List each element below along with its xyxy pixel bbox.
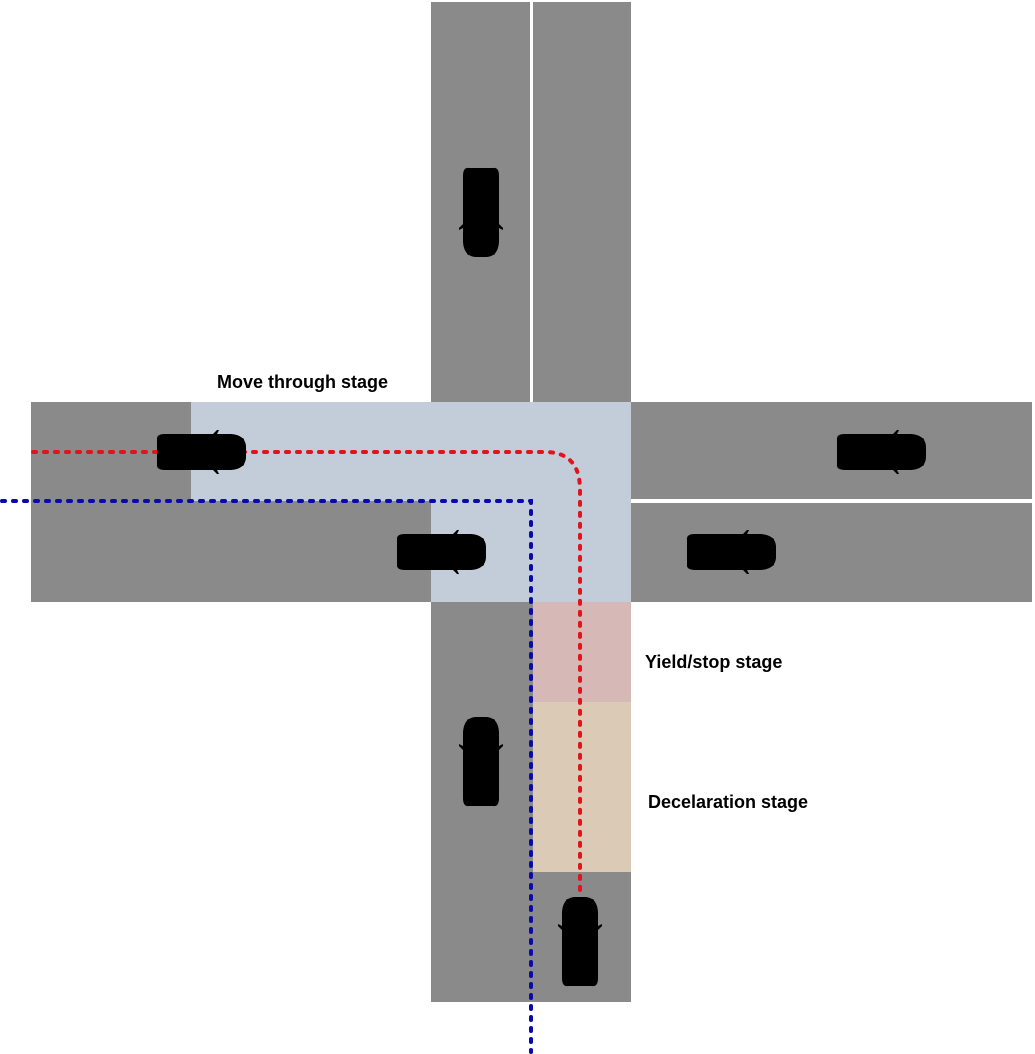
other-vehicle-path bbox=[0, 499, 533, 1054]
car-top-view-icon bbox=[459, 717, 503, 807]
car-top-view-icon bbox=[156, 430, 246, 474]
deceleration-stage-label: Decelaration stage bbox=[648, 792, 809, 812]
red-car-top-view-icon bbox=[558, 897, 602, 987]
road-north-northbound bbox=[533, 2, 631, 402]
ego-vehicle-path bbox=[31, 450, 582, 897]
car-top-view-icon bbox=[686, 530, 776, 574]
car-top-view-icon bbox=[459, 167, 503, 257]
car-top-view-icon bbox=[836, 430, 926, 474]
road-east-upper-lane bbox=[631, 402, 1032, 499]
yield-stop-stage-label: Yield/stop stage bbox=[645, 652, 783, 672]
deceleration-zone bbox=[533, 702, 631, 872]
stage-zones bbox=[191, 402, 631, 872]
move-through-stage-label: Move through stage bbox=[217, 372, 389, 392]
car-top-view-icon bbox=[396, 530, 486, 574]
road-west-lower-lane bbox=[31, 501, 431, 602]
yield-stop-zone bbox=[533, 602, 631, 702]
